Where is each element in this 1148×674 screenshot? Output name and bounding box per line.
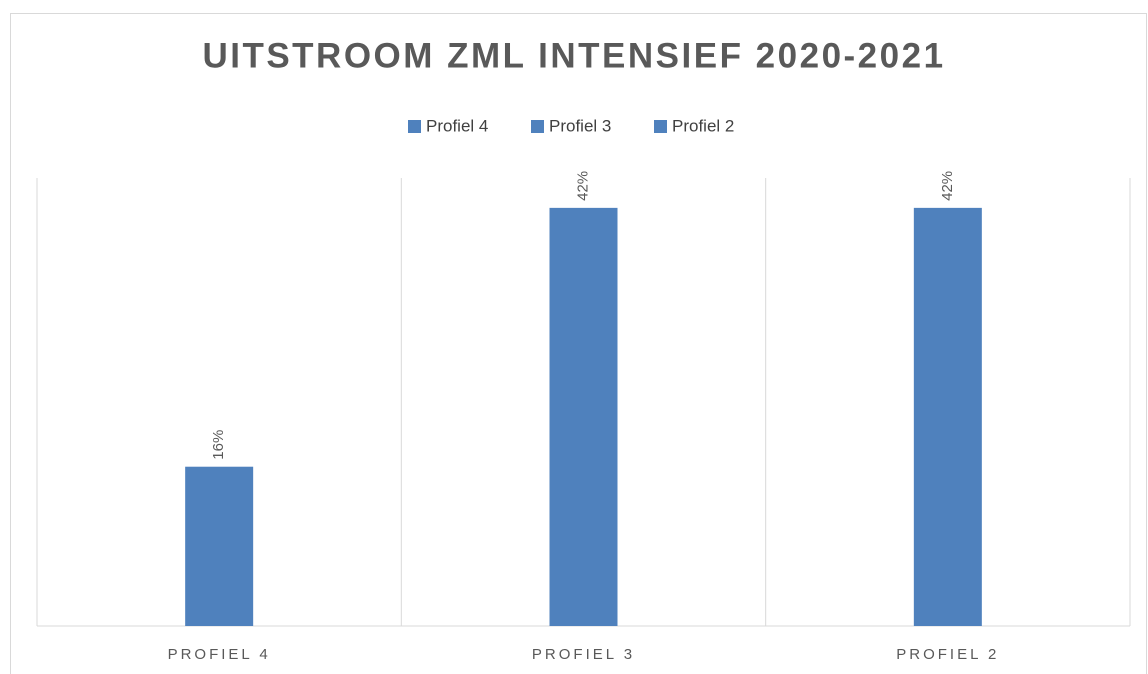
- x-tick-label: PROFIEL 3: [532, 646, 635, 663]
- chart-title: UITSTROOM ZML INTENSIEF 2020-2021: [202, 36, 945, 75]
- legend-label: Profiel 4: [426, 116, 488, 135]
- legend-swatch: [531, 120, 544, 133]
- x-tick-label: PROFIEL 2: [896, 646, 999, 663]
- bar: [549, 207, 618, 626]
- data-label: 16%: [210, 430, 227, 460]
- data-label: 42%: [574, 171, 591, 201]
- bar: [913, 207, 982, 626]
- x-tick-label: PROFIEL 4: [168, 646, 271, 663]
- legend-label: Profiel 3: [549, 116, 611, 135]
- bar: [185, 466, 254, 626]
- legend-swatch: [408, 120, 421, 133]
- legend-swatch: [654, 120, 667, 133]
- data-label: 42%: [939, 171, 956, 201]
- legend-label: Profiel 2: [672, 116, 734, 135]
